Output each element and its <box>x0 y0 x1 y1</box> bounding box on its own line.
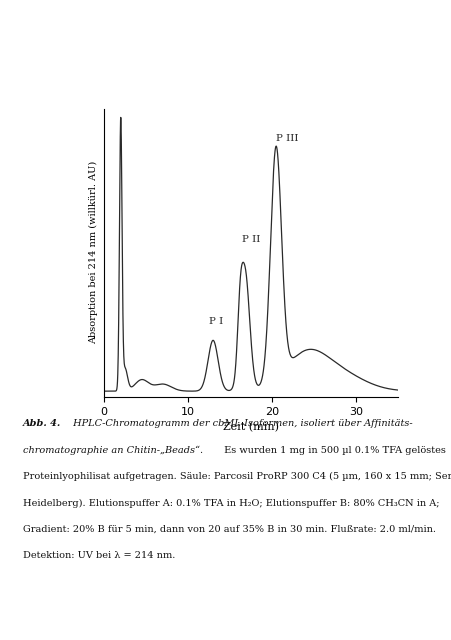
Text: HPLC-Chromatogramm der cbML-Isoformen, isoliert über Affinitäts-: HPLC-Chromatogramm der cbML-Isoformen, i… <box>70 419 412 428</box>
Text: chromatographie an Chitin-„Beads“.: chromatographie an Chitin-„Beads“. <box>23 446 202 456</box>
Text: Heidelberg). Elutionspuffer A: 0.1% TFA in H₂O; Elutionspuffer B: 80% CH₃CN in A: Heidelberg). Elutionspuffer A: 0.1% TFA … <box>23 499 438 508</box>
Text: P III: P III <box>276 134 298 143</box>
Text: Gradient: 20% B für 5 min, dann von 20 auf 35% B in 30 min. Flußrate: 2.0 ml/min: Gradient: 20% B für 5 min, dann von 20 a… <box>23 525 435 534</box>
Text: Detektion: UV bei λ = 214 nm.: Detektion: UV bei λ = 214 nm. <box>23 551 175 560</box>
Y-axis label: Absorption bei 214 nm (willkürl. AU): Absorption bei 214 nm (willkürl. AU) <box>89 161 98 344</box>
Text: Es wurden 1 mg in 500 µl 0.1% TFA gelöstes: Es wurden 1 mg in 500 µl 0.1% TFA gelöst… <box>221 446 446 455</box>
Text: P II: P II <box>242 236 260 244</box>
X-axis label: Zeit (min): Zeit (min) <box>222 422 278 433</box>
Text: P I: P I <box>208 317 223 326</box>
Text: Abb. 4.: Abb. 4. <box>23 419 61 428</box>
Text: Proteinlyophilisat aufgetragen. Säule: Parcosil ProRP 300 C4 (5 µm, 160 x 15 mm;: Proteinlyophilisat aufgetragen. Säule: P… <box>23 472 451 481</box>
